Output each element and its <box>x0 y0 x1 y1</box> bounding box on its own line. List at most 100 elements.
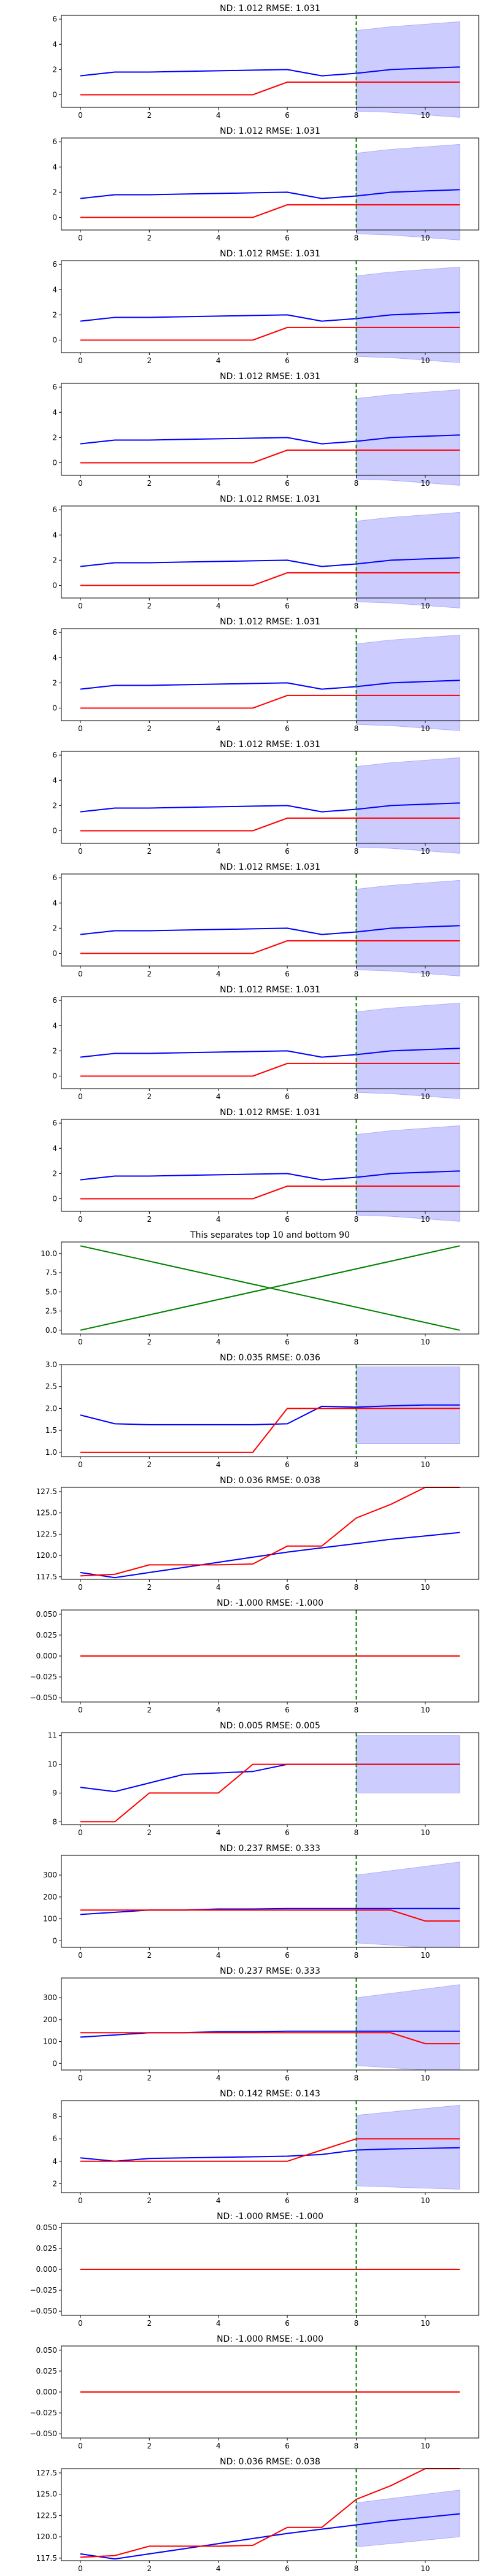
actual-line <box>80 1763 460 1823</box>
x-tick-label: 0 <box>78 1092 83 1101</box>
plot-frame <box>61 1977 479 2071</box>
y-tick-label: 11 <box>48 1731 57 1740</box>
chart-panel: ND: 1.012 RMSE: 1.031 0 2 4 6 8 10 0 2 4 6 <box>52 862 479 978</box>
plot-frame <box>61 383 479 476</box>
x-tick-label: 2 <box>147 602 152 610</box>
prediction-line <box>80 312 460 322</box>
chart-title: ND: -1.000 RMSE: -1.000 <box>217 2212 323 2221</box>
chart-panel: ND: 0.035 RMSE: 0.036 0 2 4 6 8 10 1.0 1.5 2.0 2.5… <box>45 1353 479 1469</box>
actual-line <box>80 449 460 464</box>
x-tick-label: 8 <box>354 1951 359 1960</box>
actual-line <box>80 940 460 954</box>
x-tick-label: 10 <box>420 2074 430 2082</box>
x-tick-label: 10 <box>420 1460 430 1469</box>
x-tick-label: 0 <box>78 111 83 120</box>
x-tick-label: 8 <box>354 1092 359 1101</box>
y-tick-label: 6 <box>52 873 57 882</box>
chart-panel: ND: 1.012 RMSE: 1.031 0 2 4 6 8 10 0 2 4 6 <box>52 1108 479 1224</box>
x-tick-label: 6 <box>285 1951 290 1960</box>
chart-title: ND: -1.000 RMSE: -1.000 <box>217 1598 323 1608</box>
plot-frame <box>61 1241 479 1335</box>
y-tick-label: 0.050 <box>36 2223 57 2232</box>
chart-title: ND: 1.012 RMSE: 1.031 <box>220 985 320 995</box>
y-tick-label: 2 <box>52 433 57 442</box>
y-tick-label: 127.5 <box>36 2469 57 2477</box>
y-tick-label: 0.025 <box>36 1631 57 1639</box>
x-tick-label: 10 <box>420 2442 430 2450</box>
y-tick-label: 0.000 <box>36 2265 57 2274</box>
uncertainty-band <box>356 1984 460 2071</box>
y-tick-label: 1.0 <box>45 1448 57 1457</box>
x-tick-label: 4 <box>216 970 221 978</box>
x-tick-label: 10 <box>420 1828 430 1837</box>
x-tick-label: 4 <box>216 1828 221 1837</box>
plot-frame <box>61 505 479 599</box>
y-tick-label: 300 <box>43 1871 57 1879</box>
actual-line <box>80 694 460 709</box>
y-tick-label: 0.0 <box>45 1326 57 1335</box>
actual-line <box>80 1062 460 1077</box>
x-tick-label: 10 <box>420 356 430 365</box>
plot-frame <box>61 1119 479 1212</box>
y-tick-label: 0.025 <box>36 2367 57 2375</box>
x-tick-label: 2 <box>147 1706 152 1714</box>
y-tick-label: 5.0 <box>45 1287 57 1296</box>
x-tick-label: 10 <box>420 2564 430 2573</box>
actual-line <box>80 1487 460 1577</box>
x-tick-label: 10 <box>420 111 430 120</box>
x-tick-label: 6 <box>285 1828 290 1837</box>
x-tick-label: 6 <box>285 2319 290 2328</box>
y-tick-label: −0.025 <box>30 1673 57 1681</box>
y-tick-label: 0 <box>52 949 57 957</box>
y-tick-label: 2 <box>52 65 57 74</box>
x-tick-label: 4 <box>216 2074 221 2082</box>
x-tick-label: 8 <box>354 356 359 365</box>
y-tick-label: 200 <box>43 2015 57 2024</box>
y-tick-label: 0.050 <box>36 1610 57 1619</box>
x-tick-label: 4 <box>216 2442 221 2450</box>
x-tick-label: 2 <box>147 2319 152 2328</box>
y-tick-label: 0.025 <box>36 2244 57 2253</box>
x-tick-label: 2 <box>147 970 152 978</box>
y-tick-label: 4 <box>52 1021 57 1030</box>
x-tick-label: 0 <box>78 1460 83 1469</box>
y-tick-label: 7.5 <box>45 1268 57 1277</box>
plot-frame <box>61 628 479 721</box>
x-tick-label: 6 <box>285 2564 290 2573</box>
uncertainty-band <box>356 2104 460 2190</box>
x-tick-label: 4 <box>216 234 221 242</box>
y-tick-label: 1.5 <box>45 1426 57 1435</box>
x-tick-label: 10 <box>420 602 430 610</box>
x-tick-label: 8 <box>354 2196 359 2205</box>
x-tick-label: 0 <box>78 602 83 610</box>
chart-title: This separates top 10 and bottom 90 <box>190 1230 350 1240</box>
x-tick-label: 10 <box>420 479 430 488</box>
series-line <box>80 1245 460 1331</box>
y-tick-label: 0 <box>52 335 57 344</box>
x-tick-label: 6 <box>285 602 290 610</box>
actual-line <box>80 1185 460 1200</box>
x-tick-label: 8 <box>354 1460 359 1469</box>
chart-panel: ND: 0.142 RMSE: 0.143 0 2 4 6 8 10 2 4 6 8 <box>52 2089 479 2205</box>
x-tick-label: 0 <box>78 2196 83 2205</box>
y-tick-label: 4 <box>52 899 57 907</box>
y-tick-label: 2 <box>52 924 57 932</box>
x-tick-label: 10 <box>420 2196 430 2205</box>
x-tick-label: 2 <box>147 1215 152 1224</box>
x-tick-label: 10 <box>420 2319 430 2328</box>
chart-panel: ND: 0.005 RMSE: 0.005 0 2 4 6 8 10 8 9 10 11 <box>48 1721 479 1837</box>
x-tick-label: 6 <box>285 724 290 733</box>
x-tick-label: 6 <box>285 111 290 120</box>
y-tick-label: 6 <box>52 996 57 1005</box>
plot-frame <box>61 2468 479 2561</box>
x-tick-label: 6 <box>285 1706 290 1714</box>
y-tick-label: 2 <box>52 310 57 319</box>
chart-panel: ND: -1.000 RMSE: -1.000 0 2 4 6 8 10 −0.050 −0.0… <box>30 2334 479 2450</box>
x-tick-label: 4 <box>216 1706 221 1714</box>
plot-frame <box>61 15 479 108</box>
x-tick-label: 8 <box>354 1338 359 1346</box>
y-tick-label: 127.5 <box>36 1487 57 1496</box>
y-tick-label: 100 <box>43 1915 57 1923</box>
